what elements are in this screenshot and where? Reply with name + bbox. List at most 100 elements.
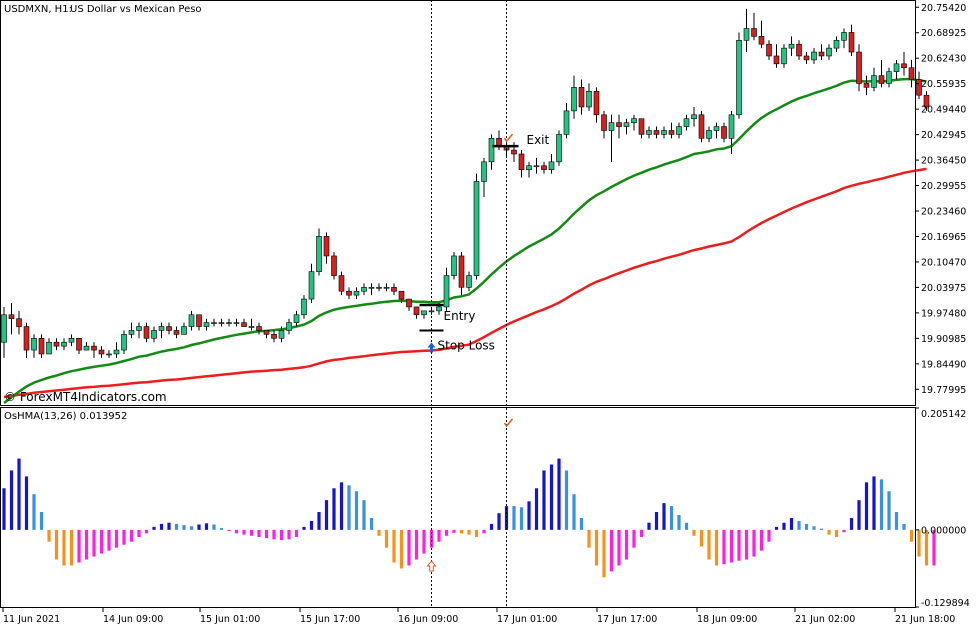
candle-body — [811, 51, 817, 61]
candle — [413, 306, 420, 319]
main-panel-frame — [0, 0, 916, 406]
histogram-bar — [264, 529, 269, 539]
price-tick-label: 20.42945 — [921, 130, 966, 141]
candle — [863, 75, 870, 96]
histogram-bar — [317, 512, 321, 530]
candle — [91, 342, 97, 358]
histogram-bar — [512, 506, 516, 530]
histogram-bar — [909, 529, 914, 542]
candle-body — [301, 298, 307, 316]
histogram-bar — [392, 529, 396, 563]
histogram-bar — [624, 529, 629, 560]
candle — [601, 110, 607, 139]
candle-body — [511, 149, 517, 155]
histogram-bar — [894, 512, 899, 530]
candle-body — [308, 271, 315, 300]
candle-body — [556, 134, 562, 163]
candle — [211, 318, 217, 327]
candle — [286, 318, 292, 335]
histogram-bar — [99, 529, 104, 554]
histogram-bar — [797, 520, 801, 530]
candle — [608, 114, 615, 162]
histogram-bar — [774, 526, 779, 530]
histogram-bar — [354, 491, 359, 530]
candle — [901, 52, 907, 76]
candle — [113, 342, 120, 358]
candle-body — [428, 310, 435, 313]
candle-body — [856, 51, 862, 84]
candle-body — [181, 326, 187, 335]
histogram-bar — [602, 529, 606, 578]
histogram-bar — [639, 529, 644, 537]
candle-body — [736, 39, 742, 116]
candle-body — [788, 43, 795, 49]
candle — [61, 338, 67, 351]
candle — [518, 150, 525, 178]
candle-body — [293, 314, 300, 323]
candle — [676, 122, 682, 139]
candle-body — [728, 114, 735, 139]
candle-body — [61, 341, 67, 347]
candle-body — [83, 345, 90, 351]
price-tick-label: 19.84490 — [921, 359, 966, 370]
histogram-bar — [714, 529, 719, 566]
histogram-bar — [617, 529, 621, 566]
histogram-bar — [722, 529, 726, 565]
histogram-bar — [647, 522, 651, 530]
histogram-bar — [399, 529, 404, 569]
candle — [248, 318, 255, 331]
candle — [293, 310, 300, 327]
candle-body — [586, 90, 592, 108]
candle — [488, 134, 495, 170]
candle-body — [256, 326, 262, 331]
histogram-bar — [54, 529, 59, 560]
candle — [151, 326, 157, 343]
candle-body — [781, 47, 787, 65]
candle-body — [923, 94, 930, 108]
candle — [383, 283, 390, 292]
candle — [713, 122, 720, 139]
candle-body — [376, 287, 382, 289]
time-tick-label: 17 Jun 17:00 — [597, 614, 657, 625]
exit-arrow-icon — [503, 133, 514, 143]
histogram-bar — [144, 529, 149, 534]
candle — [646, 126, 652, 139]
time-tick-label: 15 Jun 01:00 — [200, 614, 260, 625]
candle — [316, 228, 322, 276]
candle — [346, 287, 352, 300]
histogram-bar — [452, 529, 456, 533]
histogram-bar — [542, 470, 546, 530]
candle-body — [98, 349, 105, 355]
candle-body — [526, 165, 532, 170]
candle — [398, 290, 405, 304]
candle — [46, 338, 52, 355]
candle-body — [841, 32, 847, 41]
price-tick-label: 20.55935 — [921, 79, 966, 90]
time-tick-label: 14 Jun 09:00 — [103, 614, 163, 625]
symbol-timeframe: USDMXN, H1: — [4, 4, 72, 15]
histogram-bar — [47, 529, 51, 542]
histogram-bar — [849, 517, 854, 530]
candle — [826, 44, 832, 60]
candle — [83, 342, 90, 351]
candle-body — [608, 122, 615, 131]
candle-body — [481, 161, 487, 182]
candle — [76, 338, 82, 354]
histogram-bar — [519, 507, 524, 530]
indicator-tick-label: 0.205142 — [921, 409, 966, 420]
candle-body — [143, 326, 150, 339]
candle-body — [76, 338, 82, 351]
histogram-bar — [69, 529, 74, 566]
candle-body — [443, 275, 450, 308]
candle-body — [121, 334, 127, 351]
candle — [143, 322, 150, 343]
histogram-bar — [39, 512, 44, 530]
indicator-tick-label: -0.129894 — [921, 598, 970, 609]
candle-body — [31, 338, 37, 351]
histogram-bar — [744, 529, 749, 560]
ma-slow-line — [3, 167, 927, 399]
histogram-bar — [249, 529, 254, 536]
candle — [353, 287, 360, 300]
histogram-bar — [197, 524, 201, 530]
candle — [886, 67, 892, 88]
